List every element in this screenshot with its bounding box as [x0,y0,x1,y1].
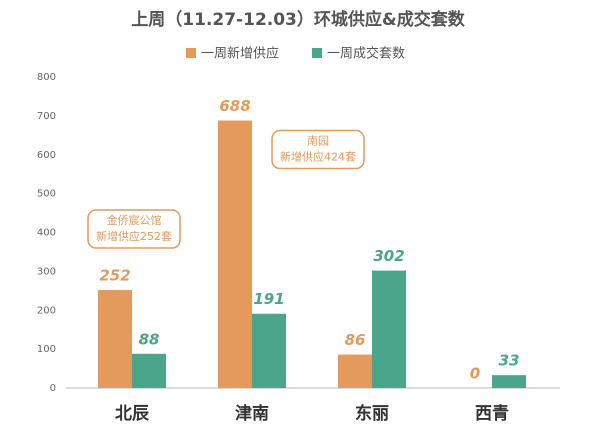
value-label: 0 [470,365,480,383]
y-tick-label: 200 [37,305,56,316]
y-tick-label: 800 [37,72,56,83]
callout-text: 南园 [307,135,329,148]
value-label: 302 [373,247,404,265]
y-tick-label: 700 [37,111,56,122]
legend-swatch [186,48,196,58]
y-tick-label: 400 [37,228,56,239]
bar [218,120,252,388]
x-tick-label: 西青 [475,403,509,424]
y-tick-label: 500 [37,189,56,200]
bar [338,354,372,388]
y-tick-label: 300 [37,266,56,277]
value-label: 88 [139,330,160,348]
value-label: 688 [219,97,250,115]
legend-swatch [312,48,322,58]
legend-label: 一周成交套数 [327,46,405,62]
y-tick-label: 0 [50,383,56,394]
x-tick-label: 北辰 [115,404,150,424]
bar [98,290,132,388]
callout-box [87,209,181,249]
x-tick-label: 东丽 [355,403,389,424]
y-tick-label: 600 [37,150,56,161]
callout-text: 新增供应252套 [96,229,172,243]
y-tick-label: 100 [37,344,56,355]
callout-box [271,129,365,170]
legend-label: 一周新增供应 [201,46,279,62]
callout-text: 新增供应424套 [280,150,356,164]
value-label: 191 [253,290,284,308]
chart-title: 上周（11.27-12.03）环城供应&成交套数 [131,9,465,30]
value-label: 86 [345,331,366,349]
x-tick-label: 津南 [235,403,269,424]
bar [252,313,286,388]
callout-text: 金侨宸公馆 [107,213,162,227]
bar [372,270,406,388]
bar [132,353,166,388]
value-label: 252 [99,267,130,285]
bar [492,375,526,388]
value-label: 33 [499,352,520,370]
